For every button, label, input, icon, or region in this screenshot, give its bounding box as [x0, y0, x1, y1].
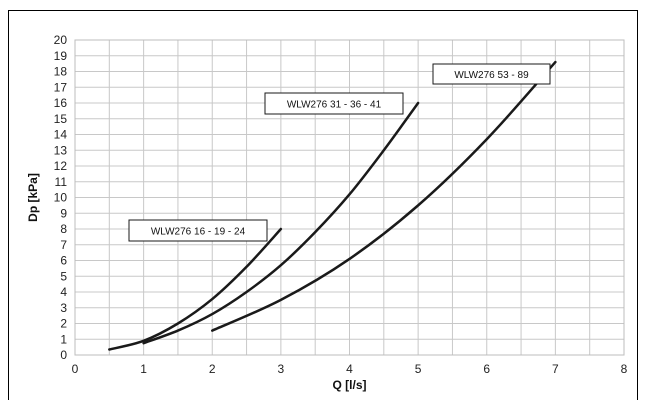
series-line-1 — [108, 227, 283, 351]
series-label-box-1 — [128, 219, 268, 242]
y-tick-label: 16 — [54, 96, 68, 110]
y-tick-label: 17 — [54, 80, 68, 94]
y-tick-label: 1 — [60, 332, 67, 346]
x-tick-label: 4 — [346, 362, 353, 376]
series-label-box-2 — [264, 92, 404, 115]
y-tick-label: 11 — [55, 175, 68, 189]
x-tick-label: 0 — [72, 362, 79, 376]
y-tick-label: 3 — [60, 301, 67, 315]
y-tick-label: 19 — [54, 49, 68, 63]
y-tick-label: 9 — [60, 206, 67, 220]
y-tick-label: 6 — [60, 254, 67, 268]
y-tick-label: 5 — [60, 269, 67, 283]
y-tick-label: 8 — [60, 222, 67, 236]
y-tick-label: 2 — [60, 317, 67, 331]
x-tick-label: 7 — [552, 362, 559, 376]
y-tick-label: 4 — [60, 285, 67, 299]
series-label-2: WLW276 31 - 36 - 41 — [287, 100, 382, 111]
y-tick-label: 15 — [54, 112, 68, 126]
x-tick-label: 1 — [140, 362, 147, 376]
y-tick-label: 13 — [54, 143, 68, 157]
y-tick-label: 12 — [54, 159, 68, 173]
x-axis-label: Q [l/s] — [332, 378, 366, 392]
series-label-3: WLW276 53 - 89 — [454, 70, 529, 81]
x-tick-label: 6 — [483, 362, 490, 376]
x-tick-label: 8 — [621, 362, 628, 376]
y-tick-label: 20 — [54, 33, 68, 47]
series-line-3 — [211, 60, 557, 332]
series-label-box-3 — [432, 63, 551, 85]
y-tick-label: 0 — [60, 348, 67, 362]
y-tick-label: 18 — [54, 65, 68, 79]
y-tick-label: 10 — [54, 191, 68, 205]
x-tick-label: 2 — [209, 362, 216, 376]
y-tick-label: 14 — [54, 128, 68, 142]
plot-border — [74, 39, 625, 356]
x-tick-label: 3 — [278, 362, 285, 376]
series-label-1: WLW276 16 - 19 - 24 — [151, 227, 246, 238]
y-tick-label: 7 — [60, 238, 67, 252]
y-axis-label: Dp [kPa] — [26, 173, 40, 222]
x-tick-label: 5 — [415, 362, 422, 376]
